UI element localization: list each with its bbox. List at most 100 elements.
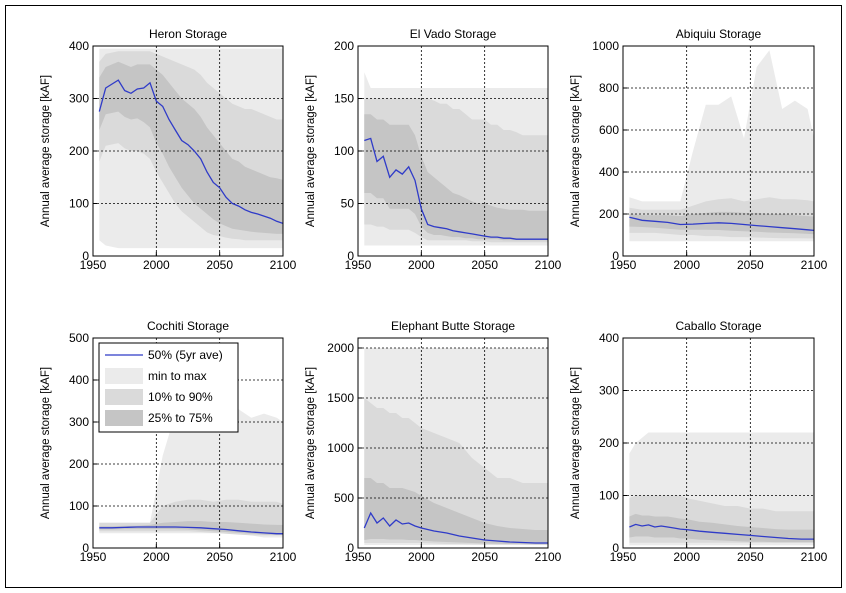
band-min-to-max (629, 50, 814, 242)
median-line (364, 137, 548, 240)
x-tick-label: 1950 (80, 258, 107, 272)
x-tick-label: 1950 (80, 550, 107, 564)
y-tick-label: 500 (69, 331, 89, 345)
legend: 50% (5yr ave) min to max 10% to 90% 25% to … (98, 342, 239, 433)
y-axis-label: Annual average storage [kAF] (570, 367, 582, 519)
gridlines (358, 46, 548, 256)
chart-panel-2: 1950 2000 2050 2100 0 50 100 150 200 El Vado Stor… (305, 27, 562, 272)
axes-frame (92, 337, 284, 549)
legend-swatch (105, 410, 143, 426)
y-tick-label: 1000 (327, 441, 354, 455)
x-tick-label: 2000 (408, 258, 435, 272)
x-tick-label: 2000 (673, 258, 700, 272)
legend-swatch (105, 389, 143, 405)
x-tick-label: 2050 (737, 550, 764, 564)
chart-title: El Vado Storage (410, 27, 497, 41)
y-axis-label: Annual average storage [kAF] (305, 367, 317, 519)
x-tick-label: 2000 (143, 258, 170, 272)
y-tick-label: 100 (599, 489, 619, 503)
y-tick-label: 400 (69, 39, 89, 53)
chart-title: Heron Storage (149, 27, 227, 41)
chart-title: Caballo Storage (675, 319, 761, 333)
chart-panel-1: 1950 2000 2050 2100 0 100 200 300 400 Heron Stora… (40, 27, 297, 272)
y-tick-label: 300 (69, 92, 89, 106)
y-axis-label: Annual average storage [kAF] (305, 75, 317, 227)
x-tick-label: 2100 (270, 550, 297, 564)
x-tick-label: 2100 (535, 258, 562, 272)
chart-panel-3: 1950 2000 2050 2100 0 200 400 600 800 1000 Abiquiu… (570, 27, 828, 272)
x-tick-label: 2000 (673, 550, 700, 564)
y-axis-label: Annual average storage [kAF] (40, 75, 52, 227)
y-tick-label: 400 (69, 373, 89, 387)
x-tick-label: 2050 (206, 258, 233, 272)
axes-frame (357, 337, 549, 549)
y-tick-label: 0 (82, 541, 89, 555)
y-tick-label: 0 (612, 541, 619, 555)
x-tick-label: 1950 (345, 550, 372, 564)
bands (629, 432, 814, 546)
y-tick-label: 200 (599, 436, 619, 450)
y-tick-label: 200 (69, 144, 89, 158)
x-tick-label: 2100 (801, 550, 828, 564)
y-axis-label: Annual average storage [kAF] (40, 367, 52, 519)
y-tick-label: 50 (341, 197, 355, 211)
legend-label: 10% to 90% (148, 390, 213, 404)
x-tick-label: 2000 (143, 550, 170, 564)
x-tick-label: 2050 (471, 550, 498, 564)
axes-frame (622, 45, 815, 257)
chart-title: Cochiti Storage (147, 319, 229, 333)
x-tick-label: 1950 (345, 258, 372, 272)
median-line (98, 79, 283, 225)
median-line (629, 216, 814, 232)
x-tick-label: 2100 (270, 258, 297, 272)
y-tick-label: 150 (334, 92, 354, 106)
y-tick-label: 100 (69, 499, 89, 513)
y-tick-label: 1500 (327, 391, 354, 405)
figure-border (5, 5, 842, 588)
y-tick-label: 100 (334, 144, 354, 158)
x-tick-label: 2000 (408, 550, 435, 564)
y-tick-label: 200 (334, 39, 354, 53)
y-tick-label: 400 (599, 165, 619, 179)
y-tick-label: 0 (82, 249, 89, 263)
x-tick-label: 1950 (610, 550, 637, 564)
y-tick-label: 200 (69, 457, 89, 471)
gridlines (623, 46, 814, 256)
band-25-to-75- (629, 513, 814, 543)
chart-panel-4: 1950 2000 2050 2100 0 100 200 300 400 500 Cochiti … (40, 319, 297, 564)
median-line (629, 523, 814, 540)
x-tick-label: 2050 (206, 550, 233, 564)
x-tick-label: 2050 (471, 258, 498, 272)
chart-panel-5: 1950 2000 2050 2100 0 500 1000 1500 2000 Elephant… (305, 319, 562, 564)
chart-title: Elephant Butte Storage (391, 319, 515, 333)
legend-label: min to max (148, 369, 207, 383)
y-tick-label: 600 (599, 123, 619, 137)
y-tick-label: 800 (599, 81, 619, 95)
y-tick-label: 0 (612, 249, 619, 263)
y-tick-label: 300 (69, 415, 89, 429)
band-25-to-75- (364, 114, 548, 241)
legend-swatch (105, 368, 143, 384)
bands (364, 348, 548, 545)
gridlines (623, 338, 814, 548)
x-tick-label: 1950 (610, 258, 637, 272)
gridlines (93, 338, 283, 548)
y-axis-label: Annual average storage [kAF] (570, 75, 582, 227)
legend-label: 25% to 75% (148, 411, 213, 425)
x-tick-label: 2100 (801, 258, 828, 272)
y-tick-label: 500 (334, 491, 354, 505)
y-tick-label: 0 (347, 541, 354, 555)
chart-panel-6: 1950 2000 2050 2100 0 100 200 300 400 Caballo Sto… (570, 319, 828, 564)
y-tick-label: 100 (69, 197, 89, 211)
x-tick-label: 2100 (535, 550, 562, 564)
legend-label: 50% (5yr ave) (148, 348, 223, 362)
chart-title: Abiquiu Storage (676, 27, 762, 41)
median-line (363, 511, 548, 544)
gridlines (93, 46, 283, 256)
gridlines (358, 338, 548, 548)
y-tick-label: 1000 (592, 39, 619, 53)
y-tick-label: 0 (347, 249, 354, 263)
x-tick-label: 2050 (737, 258, 764, 272)
